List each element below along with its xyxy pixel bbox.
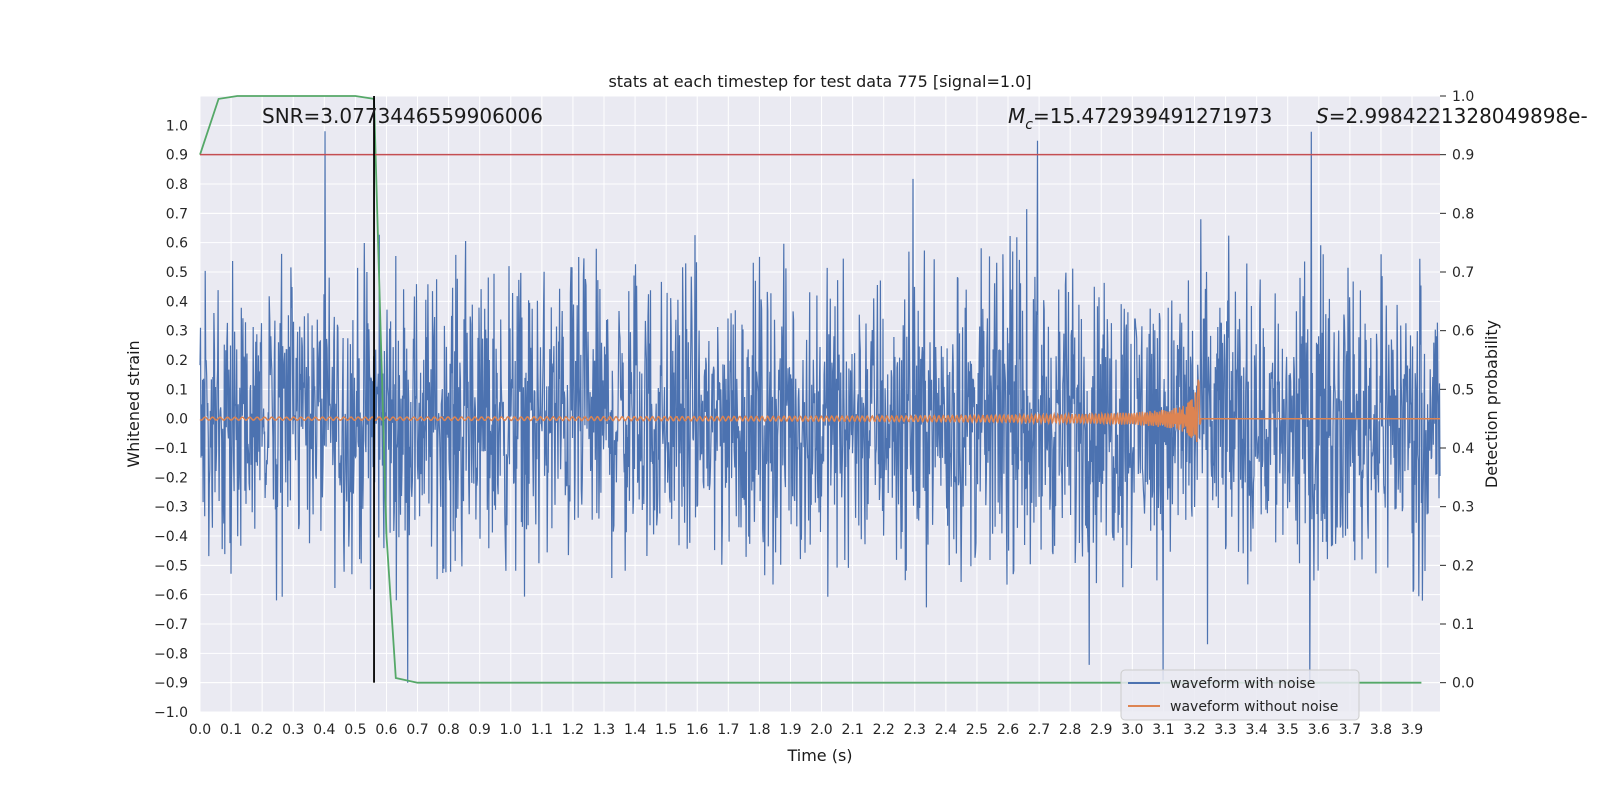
y-tick-label: −0.1	[154, 441, 188, 457]
noise-line	[199, 131, 1441, 683]
y-right-tick-label: 0.2	[1452, 558, 1474, 574]
mc-value: =15.472939491271973	[1033, 104, 1272, 128]
y-tick-label: −1.0	[154, 705, 188, 721]
y-right-tick-label: 0.0	[1452, 676, 1474, 692]
legend: waveform with noise waveform without noi…	[1120, 669, 1360, 721]
clean-line	[199, 379, 1440, 443]
series-waveform-without-noise	[199, 379, 1440, 443]
x-tick-label: 3.5	[1277, 722, 1299, 738]
x-tick-label: 2.5	[966, 722, 988, 738]
y-tick-labels: −1.0 −0.9 −0.8 −0.7 −0.6 −0.5 −0.4 −0.3 −0.2 −0.1…	[154, 118, 188, 721]
y-tick-label: −0.7	[154, 617, 188, 633]
x-tick-label: 3.8	[1370, 722, 1392, 738]
x-tick-label: 3.1	[1152, 722, 1174, 738]
y-right-tick-label: 0.5	[1452, 382, 1474, 398]
x-tick-label: 2.1	[841, 722, 863, 738]
y-tick-label: 0.0	[166, 412, 188, 428]
x-tick-label: 0.1	[220, 722, 242, 738]
chart-title: stats at each timestep for test data 775…	[608, 72, 1031, 91]
x-tick-label: 1.8	[748, 722, 770, 738]
y-tick-label: 0.8	[166, 177, 188, 193]
x-tick-label: 0.7	[406, 722, 428, 738]
y-right-tick-label: 0.9	[1452, 148, 1474, 164]
x-tick-label: 3.2	[1183, 722, 1205, 738]
y-tick-label: 0.6	[166, 236, 188, 252]
y-right-tick-label: 0.4	[1452, 441, 1474, 457]
x-tick-label: 1.9	[779, 722, 801, 738]
x-tick-label: 1.6	[686, 722, 708, 738]
legend-label-noise: waveform with noise	[1170, 676, 1315, 692]
x-tick-label: 0.0	[189, 722, 211, 738]
y-tick-label: 0.4	[166, 294, 188, 310]
y-tick-label: −0.2	[154, 470, 188, 486]
x-tick-label: 2.0	[810, 722, 832, 738]
x-tick-label: 2.2	[873, 722, 895, 738]
x-tick-label: 3.4	[1246, 722, 1268, 738]
x-tick-label: 1.3	[593, 722, 615, 738]
y-tick-label: 0.1	[166, 382, 188, 398]
y-right-tick-label: 1.0	[1452, 89, 1474, 105]
y-tick-label: 1.0	[166, 118, 188, 134]
y-tick-label: −0.6	[154, 588, 188, 604]
x-tick-label: 0.4	[313, 722, 335, 738]
x-tick-label: 3.3	[1214, 722, 1236, 738]
x-tick-label: 2.9	[1090, 722, 1112, 738]
y-tick-label: 0.5	[166, 265, 188, 281]
y-tick-label: 0.2	[166, 353, 188, 369]
x-tick-label: 0.9	[469, 722, 491, 738]
x-tick-label: 1.4	[624, 722, 646, 738]
x-tick-label: 2.7	[1028, 722, 1050, 738]
y-right-tick-label: 0.8	[1452, 206, 1474, 222]
y-tick-label: −0.4	[154, 529, 188, 545]
y-axis-label: Whitened strain	[124, 340, 143, 467]
mc-annotation: Mc=15.472939491271973	[1008, 104, 1272, 133]
x-tick-label: 1.7	[717, 722, 739, 738]
x-tick-label: 3.9	[1401, 722, 1423, 738]
y-tick-label: −0.3	[154, 500, 188, 516]
x-tick-label: 3.6	[1308, 722, 1330, 738]
legend-label-clean: waveform without noise	[1170, 699, 1338, 715]
x-tick-label: 1.2	[562, 722, 584, 738]
x-tick-label: 1.0	[500, 722, 522, 738]
x-tick-label: 3.0	[1121, 722, 1143, 738]
x-tick-label: 1.5	[655, 722, 677, 738]
x-tick-label: 0.3	[282, 722, 304, 738]
y-right-tick-labels: 0.0 0.1 0.2 0.3 0.4 0.5 0.6 0.7 0.8 0.9 1.0	[1440, 89, 1474, 692]
s-annotation: S=2.9984221328049898e-	[1316, 104, 1588, 128]
x-axis-label: Time (s)	[786, 746, 852, 765]
x-tick-label: 0.2	[251, 722, 273, 738]
x-tick-label: 3.7	[1339, 722, 1361, 738]
y-tick-label: −0.8	[154, 646, 188, 662]
y-tick-label: 0.3	[166, 324, 188, 340]
y-tick-label: 0.7	[166, 206, 188, 222]
y-tick-label: 0.9	[166, 148, 188, 164]
x-tick-label: 0.8	[437, 722, 459, 738]
y-right-tick-label: 0.1	[1452, 617, 1474, 633]
y-tick-label: −0.5	[154, 558, 188, 574]
y-right-axis-label: Detection probability	[1482, 320, 1501, 488]
legend-box	[1120, 669, 1360, 721]
overlays	[200, 96, 1440, 683]
x-tick-label: 0.5	[344, 722, 366, 738]
x-tick-label: 2.6	[997, 722, 1019, 738]
s-value: =2.9984221328049898e-	[1329, 104, 1588, 128]
s-symbol: S	[1316, 104, 1329, 128]
mc-subscript: c	[1025, 117, 1033, 133]
x-tick-label: 2.4	[935, 722, 957, 738]
mc-symbol: M	[1008, 104, 1025, 128]
y-tick-label: −0.9	[154, 676, 188, 692]
series-waveform-with-noise	[199, 131, 1441, 683]
snr-annotation: SNR=3.0773446559906006	[262, 104, 543, 128]
y-right-tick-label: 0.7	[1452, 265, 1474, 281]
x-tick-label: 2.3	[904, 722, 926, 738]
x-tick-label: 1.1	[531, 722, 553, 738]
x-tick-labels: 0.0 0.1 0.2 0.3 0.4 0.5 0.6 0.7 0.8 0.9 1.0 1.1 1.2 1…	[189, 722, 1423, 738]
y-right-tick-label: 0.3	[1452, 500, 1474, 516]
y-right-tick-label: 0.6	[1452, 324, 1474, 340]
x-tick-label: 0.6	[375, 722, 397, 738]
x-tick-label: 2.8	[1059, 722, 1081, 738]
